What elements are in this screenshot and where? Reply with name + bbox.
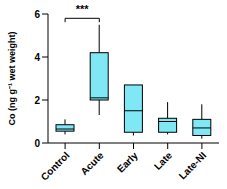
svg-text:***: *** (76, 3, 90, 15)
svg-text:0: 0 (34, 138, 40, 149)
svg-text:Acute: Acute (78, 149, 106, 177)
svg-text:4: 4 (34, 52, 40, 63)
svg-text:Control: Control (39, 149, 72, 182)
svg-text:Late: Late (152, 149, 175, 172)
svg-text:Early: Early (115, 149, 140, 174)
svg-text:2: 2 (34, 95, 40, 106)
svg-text:Co (ng g⁻¹ wet weight): Co (ng g⁻¹ wet weight) (8, 32, 17, 126)
svg-text:6: 6 (34, 9, 40, 20)
svg-text:Late-NI: Late-NI (177, 150, 209, 182)
